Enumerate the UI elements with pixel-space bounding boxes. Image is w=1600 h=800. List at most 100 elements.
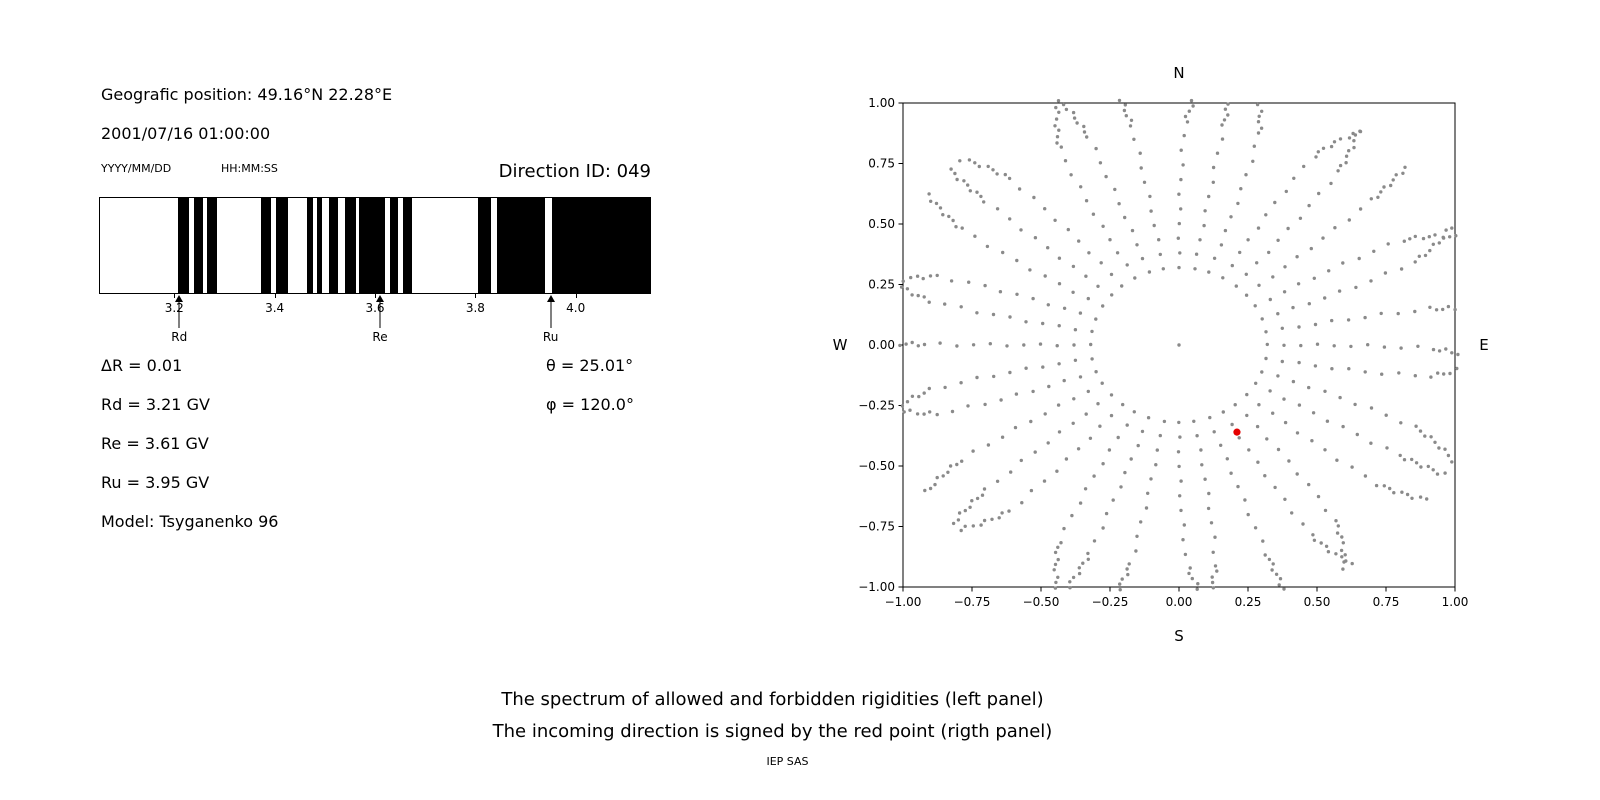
direction-dot: [1340, 535, 1344, 539]
direction-dot: [1073, 358, 1078, 362]
direction-dot: [1283, 420, 1288, 425]
direction-dot: [1444, 228, 1448, 232]
direction-dot: [968, 189, 972, 193]
direction-dot: [1177, 265, 1181, 270]
x-tick-label: 0.25: [1235, 595, 1262, 609]
direction-dot: [1076, 447, 1081, 451]
direction-dot: [1251, 159, 1255, 163]
y-tick-label: −0.75: [858, 520, 895, 534]
direction-dot: [1069, 173, 1073, 177]
direction-dot: [1071, 290, 1075, 294]
direction-dot: [988, 342, 992, 346]
direction-dot: [1384, 413, 1388, 417]
direction-dot: [1147, 270, 1152, 274]
direction-dot: [1335, 458, 1339, 462]
direction-dot: [1084, 274, 1088, 278]
direction-dot: [1206, 506, 1211, 511]
direction-dot: [1252, 144, 1256, 148]
direction-dot: [1043, 207, 1047, 211]
direction-dot: [1104, 174, 1108, 179]
direction-dot: [1433, 440, 1437, 444]
direction-dot: [979, 194, 983, 199]
direction-dot: [1088, 436, 1093, 440]
direction-dot: [905, 400, 910, 404]
direction-dot: [1264, 356, 1268, 361]
direction-dot: [1316, 150, 1320, 154]
direction-dot: [995, 207, 1000, 211]
direction-dot: [922, 391, 926, 395]
direction-dot: [977, 164, 981, 169]
direction-dot: [935, 475, 939, 480]
direction-dot: [1070, 513, 1074, 518]
direction-dot: [1086, 389, 1090, 394]
direction-dot: [1115, 251, 1120, 255]
y-tick-label: 1.00: [868, 96, 895, 110]
direction-dot: [934, 201, 939, 206]
direction-dot: [1317, 191, 1321, 196]
direction-dot: [1077, 571, 1082, 576]
direction-dot: [946, 470, 950, 474]
direction-dot: [910, 293, 914, 297]
direction-dot: [1321, 236, 1325, 240]
direction-dot: [1226, 113, 1230, 117]
direction-dot: [1220, 137, 1225, 141]
direction-dot: [1321, 146, 1326, 150]
direction-dot: [1299, 343, 1303, 348]
compass-east-label: E: [1479, 336, 1488, 354]
marker-arrow-head: [546, 295, 555, 302]
x-tick-label: 3.8: [465, 301, 485, 315]
direction-dot: [1066, 227, 1070, 232]
direction-dot: [1307, 385, 1311, 390]
direction-dot: [1417, 254, 1421, 258]
direction-dot: [1437, 446, 1441, 450]
direction-dot: [1191, 104, 1195, 108]
direction-dot: [1276, 312, 1280, 316]
direction-dot: [1423, 253, 1428, 258]
direction-dot: [933, 482, 937, 487]
direction-dot: [1120, 577, 1124, 581]
direction-dot: [1007, 176, 1012, 181]
direction-dot: [1253, 526, 1258, 530]
direction-dot: [1208, 415, 1212, 420]
direction-dot: [1263, 474, 1267, 478]
marker-label: Ru: [542, 330, 559, 344]
direction-dot: [971, 449, 975, 453]
model-label: Model: Tsyganenko 96: [101, 512, 279, 531]
direction-dot: [1259, 126, 1264, 130]
direction-dot: [1260, 317, 1264, 321]
direction-dot: [1399, 267, 1404, 271]
direction-dot: [1332, 140, 1337, 144]
direction-dot: [1347, 218, 1351, 222]
x-tick-label: 3.6: [365, 301, 385, 315]
direction-dot: [1057, 128, 1061, 132]
x-tick-label: 0.75: [1373, 595, 1400, 609]
direction-dot: [916, 293, 920, 298]
direction-dot: [1094, 146, 1098, 151]
direction-dot: [1183, 552, 1188, 557]
direction-dot: [1161, 267, 1165, 271]
direction-dot: [1113, 187, 1117, 192]
direction-dot: [966, 183, 970, 187]
direction-dot: [1098, 424, 1102, 428]
direction-dot: [1341, 261, 1345, 265]
direction-dot: [1386, 242, 1390, 246]
direction-dot: [1276, 238, 1280, 242]
direction-dot: [1423, 434, 1427, 438]
direction-dot: [1446, 304, 1451, 309]
direction-dot: [959, 381, 963, 385]
direction-dot: [1128, 124, 1133, 128]
x-tick: [575, 293, 577, 298]
direction-dot: [1353, 402, 1357, 407]
incoming-direction-point: [1233, 428, 1241, 436]
direction-dot: [1104, 511, 1109, 516]
direction-dot: [910, 340, 914, 345]
direction-dot: [1428, 248, 1432, 253]
direction-dot: [991, 312, 996, 317]
direction-dot: [1333, 226, 1337, 230]
direction-dot: [956, 518, 961, 522]
marker-arrow-stem: [379, 301, 381, 328]
direction-dot: [1116, 435, 1120, 440]
allowed-rigidity-band: [477, 198, 491, 293]
direction-dot: [1260, 109, 1264, 113]
marker-arrow-head: [376, 295, 385, 302]
